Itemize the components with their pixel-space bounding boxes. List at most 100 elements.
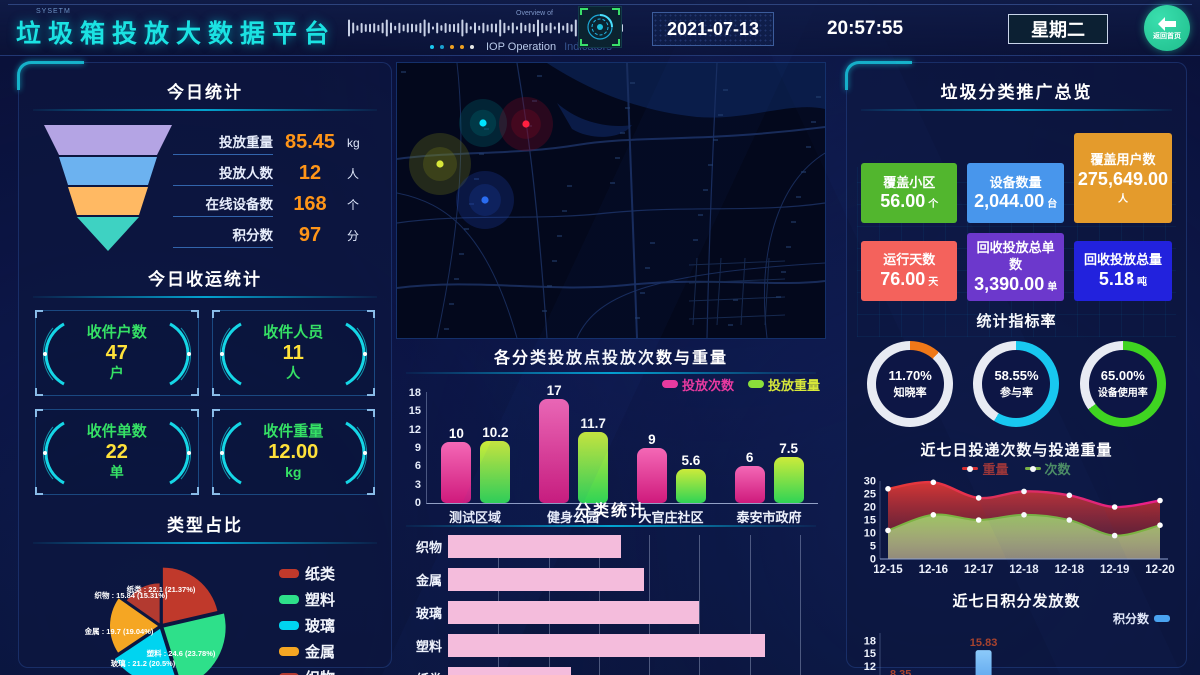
stat-unit: 分: [347, 229, 360, 243]
legend-label: 次数: [1044, 462, 1071, 478]
collection-stats-grid: 收件户数 47 户收件人员 11 人收件单数 22 单收件重量 12.00 kg: [19, 298, 391, 495]
card-unit: 人: [1117, 193, 1128, 205]
collection-stats-title: 今日收运统计: [148, 270, 262, 289]
bar-value-label: 9: [648, 432, 656, 447]
stat-label: 投放重量: [173, 131, 273, 155]
back-home-label: 返回首页: [1153, 32, 1181, 40]
bar-投放次数[interactable]: [441, 441, 472, 503]
svg-text:12-18: 12-18: [1055, 564, 1085, 576]
collection-stat-unit: 户: [109, 365, 124, 382]
gauge-label: 知晓率: [893, 386, 927, 399]
hbar-bar[interactable]: [448, 634, 765, 657]
svg-text:15: 15: [864, 648, 876, 660]
pie-legend: 纸类塑料玻璃金属织物: [279, 563, 335, 675]
points-legend[interactable]: 积分数: [847, 611, 1186, 627]
pie-legend-item-织物[interactable]: 织物: [279, 667, 335, 675]
overview-card-回收投放总量: 回收投放总量 5.18 吨: [1073, 240, 1172, 301]
pie-slice-纸类[interactable]: [162, 567, 218, 624]
hbar-bar[interactable]: [448, 601, 700, 624]
card-line: 56.00 个: [880, 191, 938, 212]
bar-value-label: 10: [448, 425, 464, 441]
pie-slice-label: 织物 : 15.84 (15.31%): [95, 590, 168, 600]
pie-legend-item-玻璃[interactable]: 玻璃: [279, 615, 335, 636]
bar-投放重量[interactable]: [578, 431, 609, 503]
category-chart-plot: 织物金属玻璃塑料纸类: [408, 535, 800, 675]
pie-slice-label: 金属 : 19.7 (19.04%): [85, 626, 154, 636]
svg-text:25: 25: [864, 488, 876, 500]
back-home-button[interactable]: 返回首页: [1144, 5, 1190, 51]
svg-text:30: 30: [864, 477, 876, 488]
map-site-red[interactable]: [522, 120, 530, 128]
bar-value-label: 10.2: [482, 424, 509, 440]
pie-slice-label: 纸类 : 22.1 (21.37%): [127, 584, 196, 594]
card-title: 运行天数: [883, 252, 936, 268]
bar-投放重量[interactable]: [675, 468, 706, 503]
bar-投放次数[interactable]: [734, 466, 765, 503]
legend-item-次数[interactable]: 次数: [1024, 459, 1071, 478]
rate-gauge-知晓率: 11.70% 知晓率: [867, 340, 954, 427]
pie-legend-item-金属[interactable]: 金属: [279, 641, 335, 662]
hbar-area: [448, 535, 800, 558]
legend-marker: [279, 594, 299, 604]
legend-item-投放重量[interactable]: 投放重量: [747, 375, 820, 394]
bar-投放次数[interactable]: [539, 399, 570, 503]
indicator-dot-icon: [470, 45, 474, 49]
svg-text:0: 0: [870, 553, 876, 565]
stat-unit: 人: [347, 167, 360, 181]
card-unit: 台: [1047, 199, 1058, 211]
card-unit: 天: [928, 277, 939, 289]
category-chart-section: 分类统计 织物金属玻璃塑料纸类 05101520253035: [396, 497, 826, 675]
bar-投放重量[interactable]: [773, 457, 804, 503]
pie-slice-织物[interactable]: [126, 583, 160, 624]
card-title: 回收投放总单数: [976, 240, 1055, 272]
bar-投放次数[interactable]: [636, 448, 667, 503]
map-site-cyan[interactable]: [479, 119, 487, 127]
bar-投放重量[interactable]: [480, 440, 511, 503]
divider: [861, 109, 1172, 111]
card-value: 56.00: [880, 191, 926, 212]
collection-stat-unit: kg: [285, 464, 302, 481]
gauge-value: 11.70%: [888, 367, 932, 383]
legend-item-投放次数[interactable]: 投放次数: [661, 375, 734, 394]
points-bar[interactable]: [975, 649, 992, 675]
pie-slice-玻璃[interactable]: [115, 628, 176, 675]
hbar-row-塑料: 塑料: [408, 634, 800, 657]
pie-legend-item-纸类[interactable]: 纸类: [279, 563, 335, 584]
points-legend-label: 积分数: [1112, 612, 1149, 627]
hbar-bar[interactable]: [448, 535, 621, 558]
gridline: [699, 535, 701, 675]
map-site-yellow[interactable]: [436, 160, 444, 168]
pie-slice-金属[interactable]: [110, 598, 159, 653]
pie-legend-item-塑料[interactable]: 塑料: [279, 589, 335, 610]
bar-wrap: 5.6: [675, 453, 706, 503]
overview-card-覆盖用户数: 覆盖用户数 275,649.00 人: [1073, 133, 1172, 223]
hbar-bar[interactable]: [448, 568, 645, 591]
legend-item-重量[interactable]: 重量: [962, 459, 1009, 478]
corner-bracket-icon: [211, 388, 220, 396]
divider: [406, 372, 816, 374]
card-value: 3,390.00: [974, 273, 1045, 294]
corner-bracket-icon: [367, 388, 375, 396]
overview-cards-grid: 覆盖小区 56.00 个设备数量 2,044.00 台覆盖用户数 275,649.00 人运…: [847, 111, 1186, 301]
svg-text:12-15: 12-15: [873, 564, 903, 576]
today-stats-title: 今日统计: [167, 83, 243, 102]
legend-label: 塑料: [305, 591, 336, 609]
legend-label: 纸类: [305, 565, 336, 583]
corner-bracket-icon: [211, 310, 220, 318]
stat-value: 97: [298, 224, 322, 246]
bar-value-label: 6: [745, 450, 754, 466]
hbar-bar[interactable]: [448, 667, 571, 675]
city-map[interactable]: [396, 62, 826, 339]
system-label: SYSETM: [36, 8, 71, 15]
card-unit: 吨: [1136, 277, 1147, 289]
map-site-blue[interactable]: [481, 196, 489, 204]
svg-text:12-18: 12-18: [1009, 564, 1039, 576]
gauge-value: 58.55%: [994, 367, 1039, 383]
y-tick-label: 9: [414, 442, 421, 454]
legend-marker: [279, 646, 299, 656]
legend-label: 投放次数: [681, 377, 734, 393]
corner-bracket-icon: [35, 310, 43, 318]
pie-slice-塑料[interactable]: [163, 613, 226, 675]
overview-label: Overview of: [516, 10, 553, 17]
svg-text:15: 15: [864, 514, 876, 526]
